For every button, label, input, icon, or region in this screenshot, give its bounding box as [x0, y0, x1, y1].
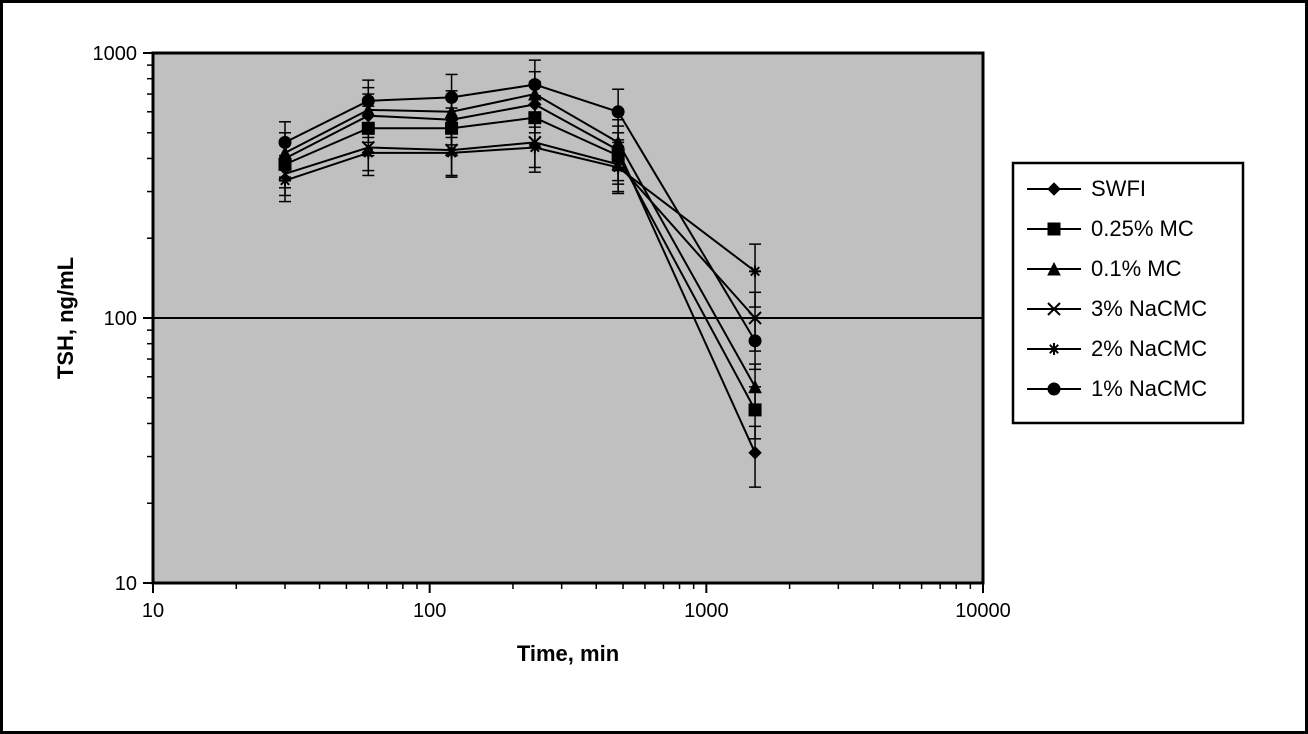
svg-text:1000: 1000: [93, 43, 138, 65]
outer-frame: 10 100 1000 10000 10 100 1000 Time, min TSH, ng/…: [0, 0, 1308, 734]
svg-text:10000: 10000: [955, 600, 1011, 622]
svg-text:TSH, ng/mL: TSH, ng/mL: [53, 257, 78, 379]
svg-text:100: 100: [104, 308, 137, 330]
chart-svg: 10 100 1000 10000 10 100 1000 Time, min TSH, ng/…: [33, 23, 1281, 717]
svg-text:1000: 1000: [684, 600, 729, 622]
svg-text:SWFI: SWFI: [1091, 176, 1146, 201]
svg-text:2% NaCMC: 2% NaCMC: [1091, 336, 1207, 361]
svg-text:100: 100: [413, 600, 446, 622]
svg-text:3% NaCMC: 3% NaCMC: [1091, 296, 1207, 321]
chart-container: 10 100 1000 10000 10 100 1000 Time, min TSH, ng/…: [33, 23, 1275, 711]
svg-text:Time, min: Time, min: [517, 641, 619, 666]
svg-text:10: 10: [115, 573, 137, 595]
svg-text:0.1% MC: 0.1% MC: [1091, 256, 1182, 281]
svg-text:0.25% MC: 0.25% MC: [1091, 216, 1194, 241]
svg-text:1% NaCMC: 1% NaCMC: [1091, 376, 1207, 401]
svg-text:10: 10: [142, 600, 164, 622]
